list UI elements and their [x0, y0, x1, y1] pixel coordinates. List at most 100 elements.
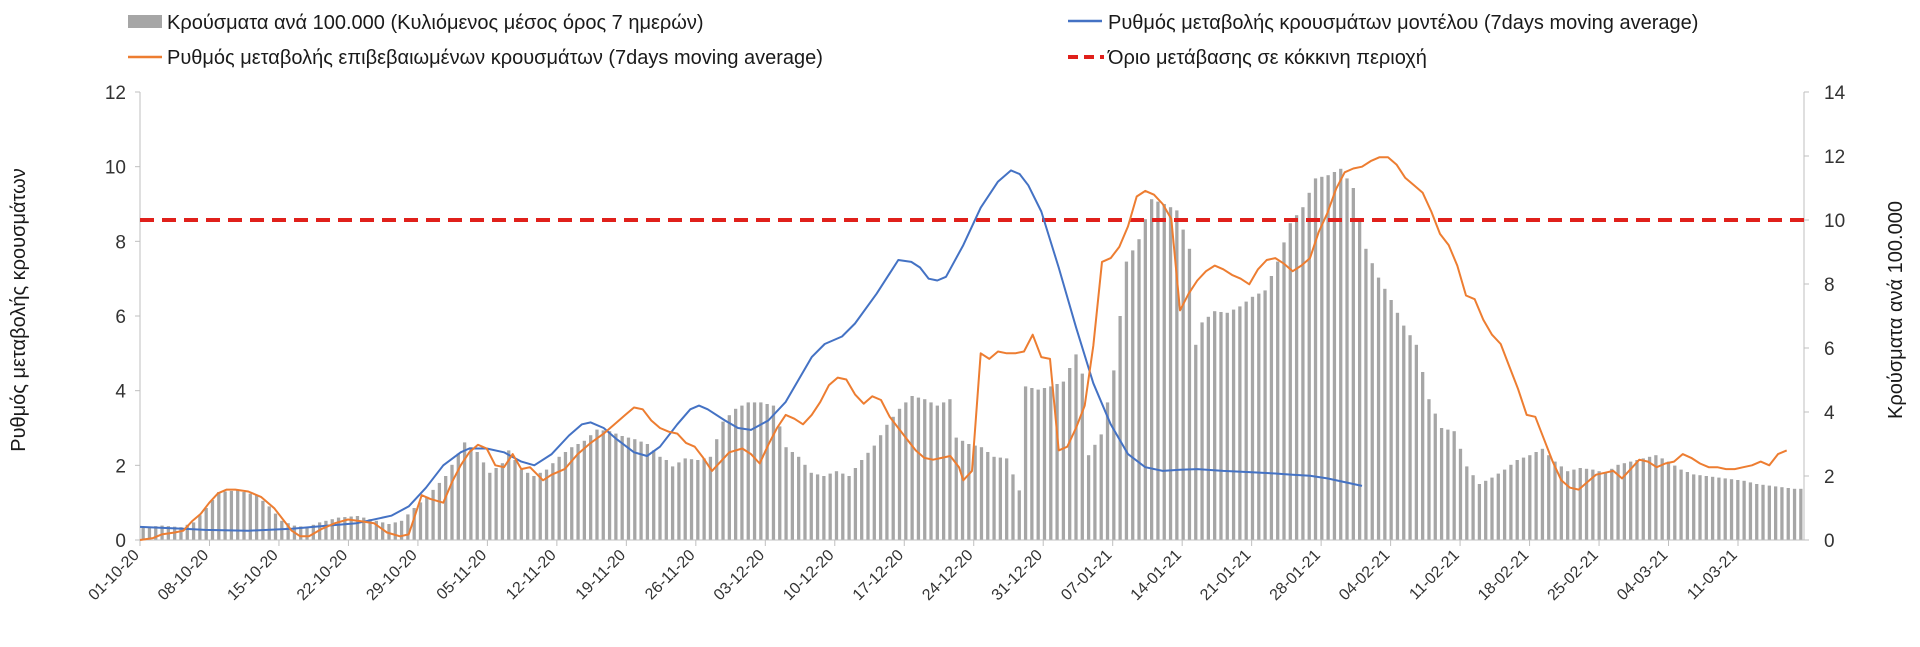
- bar: [557, 456, 561, 540]
- bar: [1622, 463, 1626, 540]
- bar: [1496, 473, 1500, 540]
- bar: [1723, 478, 1727, 540]
- bar: [437, 482, 442, 540]
- x-tick-label: 19-11-20: [573, 547, 630, 604]
- bar: [1774, 486, 1778, 540]
- bar: [261, 500, 265, 540]
- x-tick-label: 11-02-21: [1406, 547, 1463, 604]
- bar: [526, 472, 530, 540]
- bar: [1282, 242, 1286, 540]
- bar: [305, 527, 309, 540]
- bar: [847, 476, 851, 540]
- bar: [702, 458, 706, 540]
- bar: [1093, 444, 1097, 540]
- bar: [626, 437, 631, 540]
- bar: [299, 526, 303, 540]
- bar: [1414, 344, 1418, 540]
- bar: [1647, 456, 1652, 540]
- bar: [330, 519, 334, 540]
- bar: [1528, 455, 1532, 540]
- bar: [349, 516, 353, 540]
- bar: [1477, 484, 1482, 540]
- bar: [708, 456, 713, 540]
- bar: [519, 469, 523, 540]
- bar: [1641, 458, 1645, 540]
- bar: [210, 500, 215, 540]
- bar: [488, 472, 492, 540]
- bar: [1086, 455, 1091, 540]
- bar: [444, 476, 448, 540]
- bar: [1244, 301, 1248, 540]
- bar: [355, 516, 360, 540]
- bar: [746, 402, 750, 540]
- bar: [1389, 300, 1393, 540]
- bar: [784, 447, 788, 540]
- bar: [248, 493, 252, 540]
- y-left-tick-label: 0: [115, 531, 126, 552]
- bar: [1742, 480, 1746, 540]
- bar: [1559, 466, 1563, 540]
- bar: [1112, 370, 1116, 540]
- bar: [1799, 488, 1803, 540]
- bar: [601, 430, 605, 540]
- x-tick-label: 04-02-21: [1336, 547, 1393, 604]
- bar: [1175, 210, 1179, 540]
- bar: [1332, 172, 1337, 540]
- y-right-tick-label: 6: [1824, 339, 1835, 360]
- y-left-tick-label: 8: [115, 232, 126, 253]
- y-left-tick-label: 6: [115, 307, 126, 328]
- bar: [1591, 469, 1595, 540]
- bar: [1433, 413, 1437, 540]
- bar: [1238, 306, 1242, 540]
- bar: [1547, 455, 1551, 540]
- bar: [1610, 468, 1614, 540]
- x-tick-label: 14-01-21: [1128, 547, 1185, 604]
- bar: [1351, 188, 1355, 540]
- bar: [1187, 248, 1192, 541]
- bar: [551, 463, 555, 540]
- y-right-tick-label: 4: [1824, 403, 1835, 424]
- x-tick-label: 29-10-20: [363, 547, 420, 604]
- bar: [1162, 204, 1166, 540]
- bar: [185, 524, 189, 540]
- bar: [1666, 461, 1671, 540]
- bar: [1049, 386, 1053, 540]
- y-right-tick-label: 12: [1824, 147, 1845, 168]
- y-left-tick-label: 2: [115, 456, 126, 477]
- bar: [1616, 464, 1620, 540]
- bar: [967, 444, 971, 540]
- bar: [336, 517, 341, 540]
- x-tick-label: 08-10-20: [155, 547, 212, 604]
- bar: [759, 402, 763, 540]
- bar: [1767, 485, 1771, 540]
- bar: [469, 447, 473, 540]
- bar: [1578, 468, 1582, 540]
- bar: [311, 524, 315, 540]
- bar: [1710, 476, 1715, 540]
- legend-swatch-bars: [128, 15, 162, 28]
- bar: [1427, 399, 1431, 540]
- bar: [771, 405, 776, 540]
- bar: [431, 489, 435, 540]
- bar: [1137, 239, 1141, 540]
- bar: [1452, 431, 1456, 540]
- bar: [1200, 322, 1204, 540]
- bar: [689, 459, 694, 540]
- x-tick-label: 03-12-20: [711, 547, 768, 604]
- bar: [267, 506, 271, 540]
- x-tick-label: 15-10-20: [224, 547, 281, 604]
- bar: [1376, 277, 1381, 540]
- bar: [1017, 490, 1021, 540]
- bar: [891, 416, 895, 540]
- bar: [204, 508, 208, 540]
- bar: [1484, 480, 1488, 540]
- bar: [1213, 311, 1217, 540]
- bar: [1402, 325, 1406, 540]
- y-axis-right-title: Κρούσματα ανά 100.000: [1885, 201, 1907, 419]
- bar: [589, 435, 593, 540]
- bar: [147, 526, 152, 540]
- bar: [721, 421, 725, 540]
- bar: [1698, 475, 1702, 540]
- bar: [853, 468, 858, 540]
- bar: [286, 523, 290, 540]
